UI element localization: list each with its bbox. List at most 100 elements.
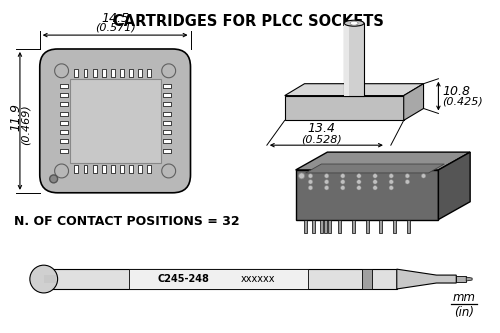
Text: 10.8: 10.8 (442, 85, 470, 98)
Circle shape (357, 180, 361, 184)
Bar (70, 79, 161, 163)
Polygon shape (284, 96, 404, 121)
Polygon shape (296, 170, 438, 219)
Bar (138, 165, 141, 173)
Polygon shape (438, 152, 470, 219)
Bar (366, 219, 368, 233)
Bar (162, 149, 170, 153)
Bar (92, 165, 96, 173)
Text: (0.571): (0.571) (95, 22, 136, 32)
Bar (380, 219, 382, 233)
Bar (162, 93, 170, 97)
Text: 13.4: 13.4 (308, 122, 336, 135)
Polygon shape (306, 164, 444, 173)
Text: xxxxxx: xxxxxx (240, 274, 275, 284)
Circle shape (308, 185, 312, 190)
Bar (84, 165, 87, 173)
Circle shape (405, 180, 409, 184)
Bar (102, 165, 105, 173)
Bar (110, 165, 114, 173)
Circle shape (308, 180, 312, 184)
Circle shape (324, 185, 329, 190)
Circle shape (298, 173, 304, 179)
Circle shape (357, 185, 361, 190)
Bar (74, 69, 78, 77)
Circle shape (340, 180, 345, 184)
Circle shape (373, 185, 378, 190)
Bar (162, 121, 170, 125)
Bar (147, 165, 150, 173)
Bar (60, 112, 68, 116)
Circle shape (373, 180, 378, 184)
Polygon shape (284, 84, 424, 96)
Bar (128, 69, 132, 77)
Bar (162, 102, 170, 106)
Bar (92, 69, 96, 77)
Bar (110, 69, 114, 77)
Bar (60, 130, 68, 134)
Bar (324, 219, 327, 233)
Circle shape (389, 174, 394, 178)
Bar (456, 276, 466, 282)
Circle shape (405, 174, 409, 178)
Bar (60, 84, 68, 88)
Bar (162, 130, 170, 134)
Bar (352, 219, 354, 233)
Text: (0.425): (0.425) (442, 96, 483, 106)
Bar (147, 69, 150, 77)
Bar (84, 69, 87, 77)
Bar (328, 219, 331, 233)
Text: 11.9: 11.9 (10, 103, 22, 131)
Circle shape (340, 174, 345, 178)
Circle shape (340, 185, 345, 190)
Text: mm: mm (452, 291, 475, 304)
Bar (362, 269, 372, 289)
Bar (344, 23, 349, 96)
Bar (304, 219, 307, 233)
Bar (162, 112, 170, 116)
Text: C245-248: C245-248 (158, 274, 210, 284)
Bar (162, 84, 170, 88)
Text: 14.5: 14.5 (101, 12, 129, 25)
Circle shape (389, 180, 394, 184)
Polygon shape (466, 277, 472, 281)
FancyBboxPatch shape (40, 49, 190, 193)
Circle shape (324, 180, 329, 184)
Text: (0.469): (0.469) (21, 105, 31, 145)
Text: (0.528): (0.528) (301, 134, 342, 144)
Bar (60, 121, 68, 125)
Bar (44, 275, 56, 283)
Bar (120, 69, 124, 77)
Bar (60, 149, 68, 153)
Bar (74, 165, 78, 173)
Text: N. OF CONTACT POSITIONS = 32: N. OF CONTACT POSITIONS = 32 (14, 214, 239, 227)
Circle shape (324, 174, 329, 178)
Text: (in): (in) (454, 306, 474, 319)
Bar (312, 219, 315, 233)
Polygon shape (404, 84, 423, 121)
Bar (128, 165, 132, 173)
Circle shape (308, 174, 312, 178)
Circle shape (373, 174, 378, 178)
Polygon shape (296, 152, 470, 170)
Bar (129, 269, 308, 289)
Bar (338, 219, 340, 233)
Bar (320, 219, 323, 233)
Bar (162, 140, 170, 144)
Bar (102, 69, 105, 77)
Text: CARTRIDGES FOR PLCC SOCKETS: CARTRIDGES FOR PLCC SOCKETS (112, 14, 384, 29)
Bar (407, 219, 410, 233)
Bar (120, 165, 124, 173)
Circle shape (422, 174, 426, 178)
Bar (138, 69, 141, 77)
Bar (60, 93, 68, 97)
Bar (60, 140, 68, 144)
Circle shape (357, 174, 361, 178)
Circle shape (30, 265, 58, 293)
Polygon shape (397, 269, 456, 289)
Circle shape (389, 185, 394, 190)
Polygon shape (344, 23, 364, 96)
Bar (50, 269, 397, 289)
Bar (394, 219, 396, 233)
Ellipse shape (350, 21, 358, 25)
